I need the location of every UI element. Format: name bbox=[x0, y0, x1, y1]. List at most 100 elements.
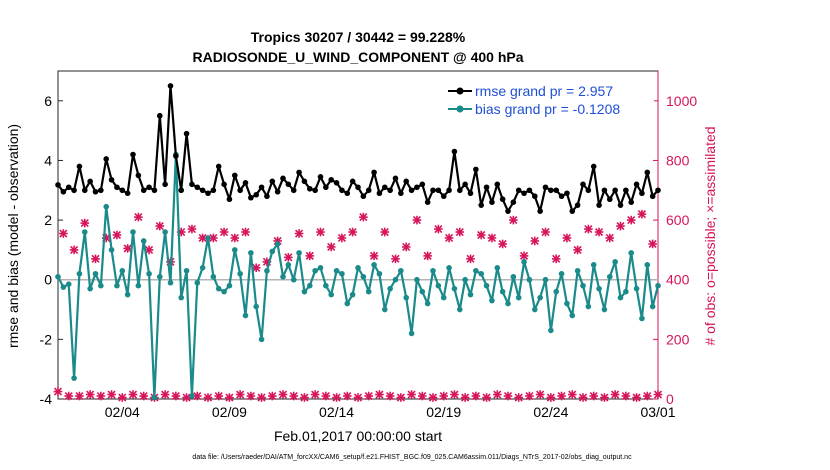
legend-marker-bias bbox=[456, 105, 464, 113]
obs-point bbox=[460, 393, 470, 402]
x-tick-label: 02/14 bbox=[319, 404, 354, 420]
obs-point bbox=[498, 239, 507, 249]
bias-point bbox=[221, 288, 227, 295]
bias-point bbox=[585, 303, 592, 310]
obs-point bbox=[278, 390, 288, 399]
rmse-point bbox=[462, 181, 468, 188]
rmse-point bbox=[189, 181, 195, 188]
bias-point bbox=[280, 273, 286, 280]
obs-point bbox=[155, 221, 165, 231]
rmse-point bbox=[167, 83, 174, 89]
rmse-point bbox=[521, 190, 527, 197]
obs-point bbox=[257, 393, 266, 402]
right-tick-label: 0 bbox=[666, 391, 674, 407]
rmse-point bbox=[612, 187, 618, 194]
bias-point bbox=[381, 306, 388, 313]
rmse-point bbox=[489, 199, 495, 205]
rmse-point bbox=[408, 187, 415, 194]
obs-point bbox=[342, 391, 352, 401]
rmse-point bbox=[564, 190, 570, 197]
rmse-point bbox=[430, 187, 436, 194]
obs-point bbox=[385, 391, 395, 401]
rmse-point bbox=[81, 187, 88, 194]
obs-point bbox=[187, 224, 197, 234]
obs-point bbox=[359, 212, 368, 222]
obs-point bbox=[107, 390, 116, 399]
obs-point bbox=[578, 393, 588, 402]
rmse-point bbox=[339, 187, 345, 194]
right-tick-label: 1000 bbox=[666, 93, 697, 109]
obs-point bbox=[455, 227, 465, 237]
rmse-point bbox=[312, 187, 318, 194]
rmse-point bbox=[92, 188, 99, 195]
left-tick-label: 4 bbox=[44, 152, 52, 168]
rmse-point bbox=[478, 202, 485, 208]
bias-point bbox=[392, 276, 399, 283]
legend: rmse grand pr = 2.957 bias grand pr = -0… bbox=[444, 79, 654, 119]
obs-point bbox=[75, 391, 84, 401]
rmse-point bbox=[65, 184, 72, 191]
bias-point bbox=[548, 327, 554, 334]
bias-point bbox=[76, 270, 83, 277]
bias-point bbox=[569, 312, 576, 319]
bias-point bbox=[489, 297, 495, 304]
rmse-point bbox=[221, 181, 227, 188]
bias-point bbox=[189, 393, 195, 399]
rmse-point bbox=[71, 187, 77, 194]
rmse-point bbox=[601, 187, 608, 194]
obs-point bbox=[284, 253, 293, 262]
left-axis-ticks: -4 -2 0 2 4 6 bbox=[40, 93, 63, 407]
bias-point bbox=[274, 241, 281, 247]
rmse-point bbox=[280, 175, 286, 182]
rmse-point bbox=[590, 163, 597, 170]
bias-point bbox=[162, 229, 168, 235]
rmse-point bbox=[392, 175, 399, 182]
bias-point bbox=[344, 300, 351, 307]
rmse-point bbox=[248, 194, 254, 201]
obs-point bbox=[423, 251, 432, 261]
right-tick-label: 200 bbox=[666, 331, 690, 347]
rmse-point bbox=[494, 181, 501, 188]
bias-point bbox=[537, 294, 543, 301]
obs-point bbox=[112, 230, 122, 240]
obs-point bbox=[80, 218, 90, 228]
bias-point bbox=[408, 330, 415, 337]
bias-point bbox=[462, 276, 468, 283]
bias-point bbox=[510, 273, 517, 280]
obs-point bbox=[305, 251, 315, 261]
rmse-point bbox=[178, 187, 185, 194]
obs-point bbox=[503, 391, 513, 401]
rmse-point bbox=[365, 187, 372, 194]
rmse-point bbox=[623, 187, 629, 194]
obs-point bbox=[466, 254, 475, 264]
obs-point bbox=[300, 393, 309, 402]
bias-point bbox=[451, 285, 458, 292]
right-tick-label: 400 bbox=[666, 272, 690, 288]
bias-point bbox=[92, 270, 99, 277]
rmse-point bbox=[617, 202, 624, 208]
bias-point bbox=[124, 291, 131, 298]
x-tick-label: 02/09 bbox=[212, 404, 247, 420]
obs-point bbox=[267, 391, 277, 401]
obs-point bbox=[332, 393, 341, 402]
obs-point bbox=[476, 230, 486, 240]
rmse-point bbox=[108, 177, 115, 183]
rmse-point bbox=[580, 181, 586, 188]
obs-point bbox=[85, 390, 95, 399]
bias-point bbox=[424, 300, 431, 307]
bias-point bbox=[146, 270, 152, 277]
rmse-point bbox=[440, 193, 447, 200]
bias-point bbox=[494, 265, 501, 271]
rmse-point bbox=[183, 130, 190, 137]
obs-point bbox=[562, 233, 572, 243]
left-tick-label: 6 bbox=[44, 93, 52, 109]
obs-point bbox=[348, 227, 357, 237]
x-axis-label: Feb.01,2017 00:00:00 start bbox=[274, 428, 442, 444]
obs-point bbox=[600, 393, 609, 402]
obs-point bbox=[412, 215, 422, 225]
obs-point bbox=[380, 227, 390, 237]
obs-point bbox=[117, 393, 127, 402]
obs-point bbox=[246, 391, 256, 401]
rmse-point bbox=[542, 184, 549, 191]
bias-point bbox=[178, 294, 185, 301]
